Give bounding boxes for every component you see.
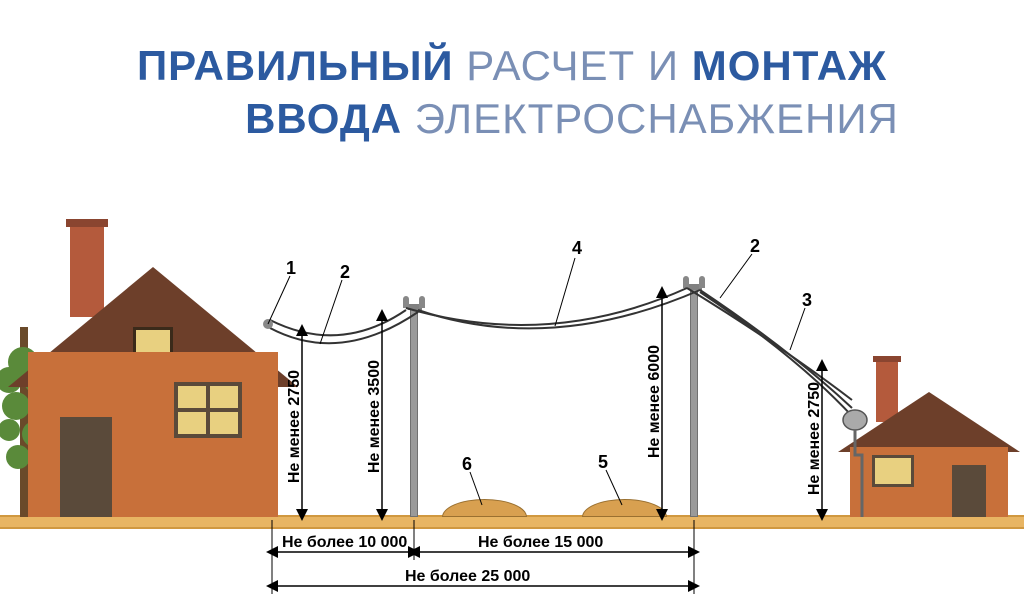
title-word-bold: ВВОДА bbox=[245, 95, 402, 142]
title-word-bold: МОНТАЖ bbox=[692, 42, 887, 89]
dim-h1-label: Не более 10 000 bbox=[282, 534, 407, 552]
dim-v2-label: Не менее 3500 bbox=[366, 360, 384, 473]
callout-3: 3 bbox=[802, 290, 812, 311]
title-word-bold: ПРАВИЛЬНЫЙ bbox=[137, 42, 454, 89]
dim-h2-label: Не более 15 000 bbox=[478, 534, 603, 552]
callout-2: 2 bbox=[340, 262, 350, 283]
diagram: Не менее 2750 Не менее 3500 Не менее 600… bbox=[0, 180, 1024, 614]
callout-1: 1 bbox=[286, 258, 296, 279]
dim-h3-label: Не более 25 000 bbox=[405, 568, 530, 586]
callout-2b: 2 bbox=[750, 236, 760, 257]
title-word-thin: ЭЛЕКТРОСНАБЖЕНИЯ bbox=[415, 95, 899, 142]
callout-4: 4 bbox=[572, 238, 582, 259]
callout-6: 6 bbox=[462, 454, 472, 475]
dim-v3-label: Не менее 6000 bbox=[646, 345, 664, 458]
title-line-2: ВВОДА ЭЛЕКТРОСНАБЖЕНИЯ bbox=[0, 93, 1024, 146]
dim-v4-label: Не менее 2750 bbox=[806, 382, 824, 495]
title-word-thin: РАСЧЕТ И bbox=[466, 42, 679, 89]
title-line-1: ПРАВИЛЬНЫЙ РАСЧЕТ И МОНТАЖ bbox=[0, 40, 1024, 93]
title-block: ПРАВИЛЬНЫЙ РАСЧЕТ И МОНТАЖ ВВОДА ЭЛЕКТРО… bbox=[0, 40, 1024, 145]
callout-5: 5 bbox=[598, 452, 608, 473]
dim-v1-label: Не менее 2750 bbox=[286, 370, 304, 483]
